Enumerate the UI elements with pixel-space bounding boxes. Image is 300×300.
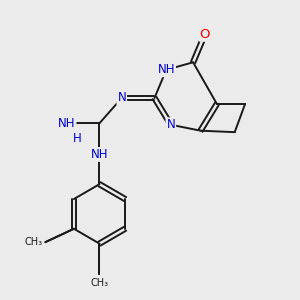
Text: CH₃: CH₃: [90, 278, 109, 288]
Text: NH: NH: [158, 63, 175, 76]
Text: H: H: [73, 132, 82, 145]
Text: CH₃: CH₃: [25, 237, 43, 247]
Text: N: N: [117, 92, 126, 104]
Text: NH: NH: [58, 117, 76, 130]
Text: O: O: [200, 28, 210, 40]
Text: O: O: [200, 28, 210, 40]
Text: NH: NH: [91, 148, 108, 161]
Text: N: N: [167, 118, 175, 131]
